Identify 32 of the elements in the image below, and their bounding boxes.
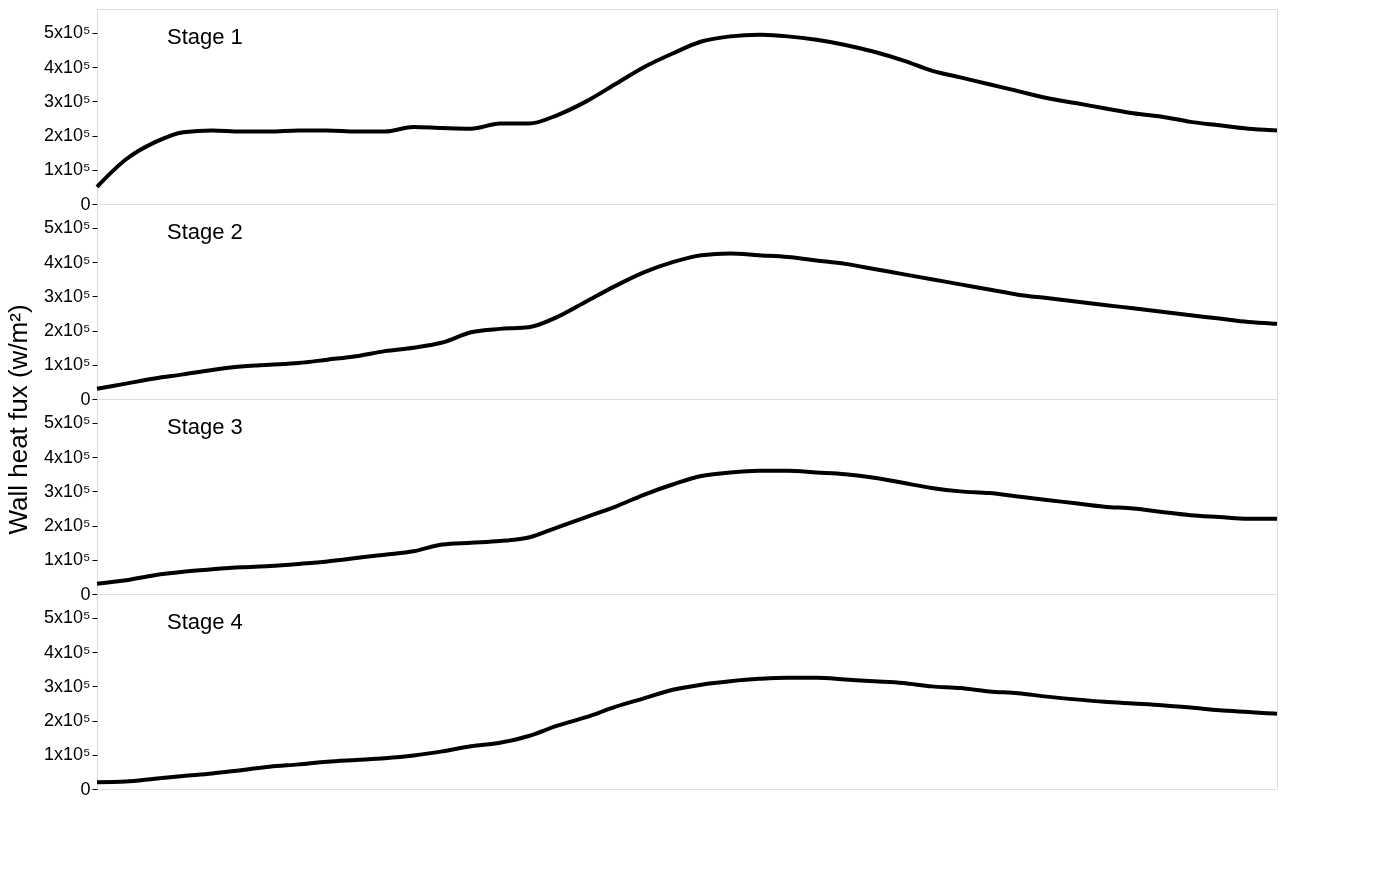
y-tick-label: 0: [80, 193, 91, 214]
annotation: Stage 4: [167, 609, 243, 634]
y-tick-label: 4x10⁵: [44, 56, 91, 77]
y-tick-label: 3x10⁵: [44, 90, 91, 111]
y-tick-label: 3x10⁵: [44, 285, 91, 306]
line-series: [95, 251, 1279, 391]
y-tick-label: 1x10⁵: [44, 159, 91, 180]
y-tick-label: 1x10⁵: [44, 744, 91, 765]
annotation: Stage 2: [167, 219, 243, 244]
y-tick-label: 5x10⁵: [44, 412, 91, 433]
y-tick-label: 4x10⁵: [44, 446, 91, 467]
y-tick-label: 3x10⁵: [44, 480, 91, 501]
y-tick-label: 1x10⁵: [44, 549, 91, 570]
y-tick-label: 0: [80, 388, 91, 409]
y-tick-label: 5x10⁵: [44, 217, 91, 238]
line-series: [95, 468, 1279, 586]
annotation: Stage 1: [167, 24, 243, 49]
y-tick-label: 2x10⁵: [44, 320, 91, 341]
y-tick-label: 1x10⁵: [44, 354, 91, 375]
annotation: Stage 3: [167, 414, 243, 439]
line-series: [95, 675, 1279, 785]
y-tick-label: 3x10⁵: [44, 675, 91, 696]
y-tick-label: 5x10⁵: [44, 607, 91, 628]
y-tick-label: 2x10⁵: [44, 710, 91, 731]
y-tick-label: 4x10⁵: [44, 251, 91, 272]
y-tick-label: 2x10⁵: [44, 125, 91, 146]
y-tick-label: 4x10⁵: [44, 641, 91, 662]
y-tick-label: 2x10⁵: [44, 515, 91, 536]
y-axis-title: Wall heat fux (w/m²): [3, 304, 34, 535]
y-tick-label: 0: [80, 778, 91, 799]
y-tick-label: 5x10⁵: [44, 22, 91, 43]
y-tick-label: 0: [80, 583, 91, 604]
